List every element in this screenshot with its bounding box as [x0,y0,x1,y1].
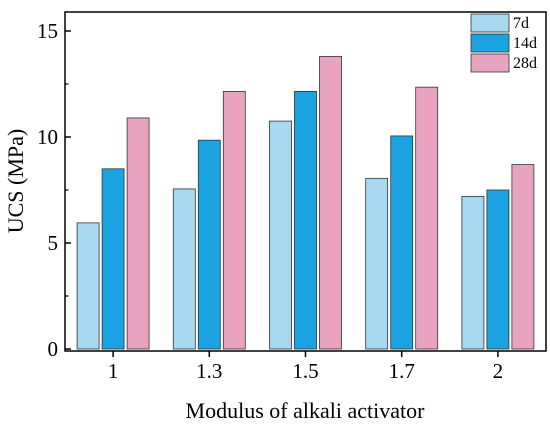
bars-layer [76,56,535,350]
bar-14d-1.3 [197,139,221,350]
x-axis-ticks: 1 1.3 1.5 1.7 2 [108,351,503,383]
bar-7d-1.7 [365,177,389,350]
bar-28d-1.5 [319,56,342,350]
x-tick-label: 1 [108,359,119,383]
legend-swatch-7d [470,13,510,33]
y-tick-label: 15 [37,19,58,43]
bar-7d-1 [76,222,100,350]
y-tick-label: 10 [37,125,58,149]
y-axis-ticks: 0 5 10 15 [37,19,71,361]
y-tick-label: 5 [48,231,59,255]
legend-label-7d: 7d [513,15,529,32]
bar-28d-1 [126,117,150,350]
bar-28d-2 [511,164,535,350]
legend-label-14d: 14d [513,35,537,52]
bar-14d-1 [101,168,125,350]
x-axis-title: Modulus of alkali activator [186,398,426,423]
x-tick-label: 1.7 [389,359,415,383]
bar-7d-1.5 [269,120,292,350]
bar-28d-1.3 [222,91,246,350]
x-tick-label: 1.3 [196,359,222,383]
legend-swatch-14d [470,33,510,53]
legend: 7d 14d 28d [470,13,537,73]
bar-7d-1.3 [172,188,196,350]
legend-label-28d: 28d [513,55,537,72]
legend-swatch-28d [470,53,510,73]
bar-28d-1.7 [415,86,439,350]
bar-14d-1.7 [390,135,414,350]
bar-7d-2 [461,195,485,350]
x-tick-label: 2 [493,359,504,383]
x-tick-label: 1.5 [292,359,318,383]
y-axis-title: UCS (MPa) [3,129,28,234]
y-tick-label: 0 [48,337,59,361]
bar-14d-1.5 [294,91,317,350]
bar-14d-2 [486,189,510,350]
